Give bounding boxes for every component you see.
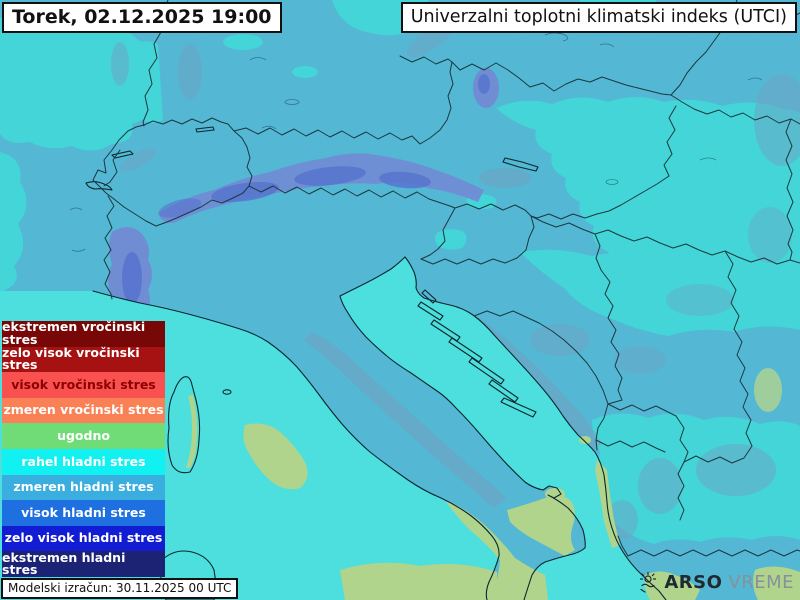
- legend-item-3: visok vročinski stres: [2, 372, 165, 398]
- map-title: Univerzalni toplotni klimatski indeks (U…: [400, 2, 797, 33]
- legend-item-2: zelo visok vročinski stres: [2, 346, 165, 373]
- legend-item-4: zmeren vročinski stres: [2, 397, 165, 424]
- legend-item-8: visok hladni stres: [2, 500, 165, 526]
- legend-item-7: zmeren hladni stres: [2, 474, 165, 501]
- legend-item-1: ekstremen vročinski stres: [2, 321, 165, 347]
- legend-item-9: zelo visok hladni stres: [2, 525, 165, 552]
- logo-primary-text: ARSO: [664, 571, 723, 593]
- arso-vreme-logo: ARSO VREME: [638, 571, 794, 593]
- datetime-label: Torek, 02.12.2025 19:00: [2, 2, 282, 33]
- model-run-label: Modelski izračun: 30.11.2025 00 UTC: [1, 578, 239, 599]
- sun-doodle-icon: [640, 571, 657, 593]
- legend-item-5: ugodno: [2, 423, 165, 449]
- legend-item-10: ekstremen hladni stres: [2, 551, 165, 577]
- logo-secondary-text: VREME: [728, 571, 794, 593]
- legend-item-6: rahel hladni stres: [2, 448, 165, 475]
- utci-legend: ekstremen vročinski stres zelo visok vroč…: [2, 321, 165, 577]
